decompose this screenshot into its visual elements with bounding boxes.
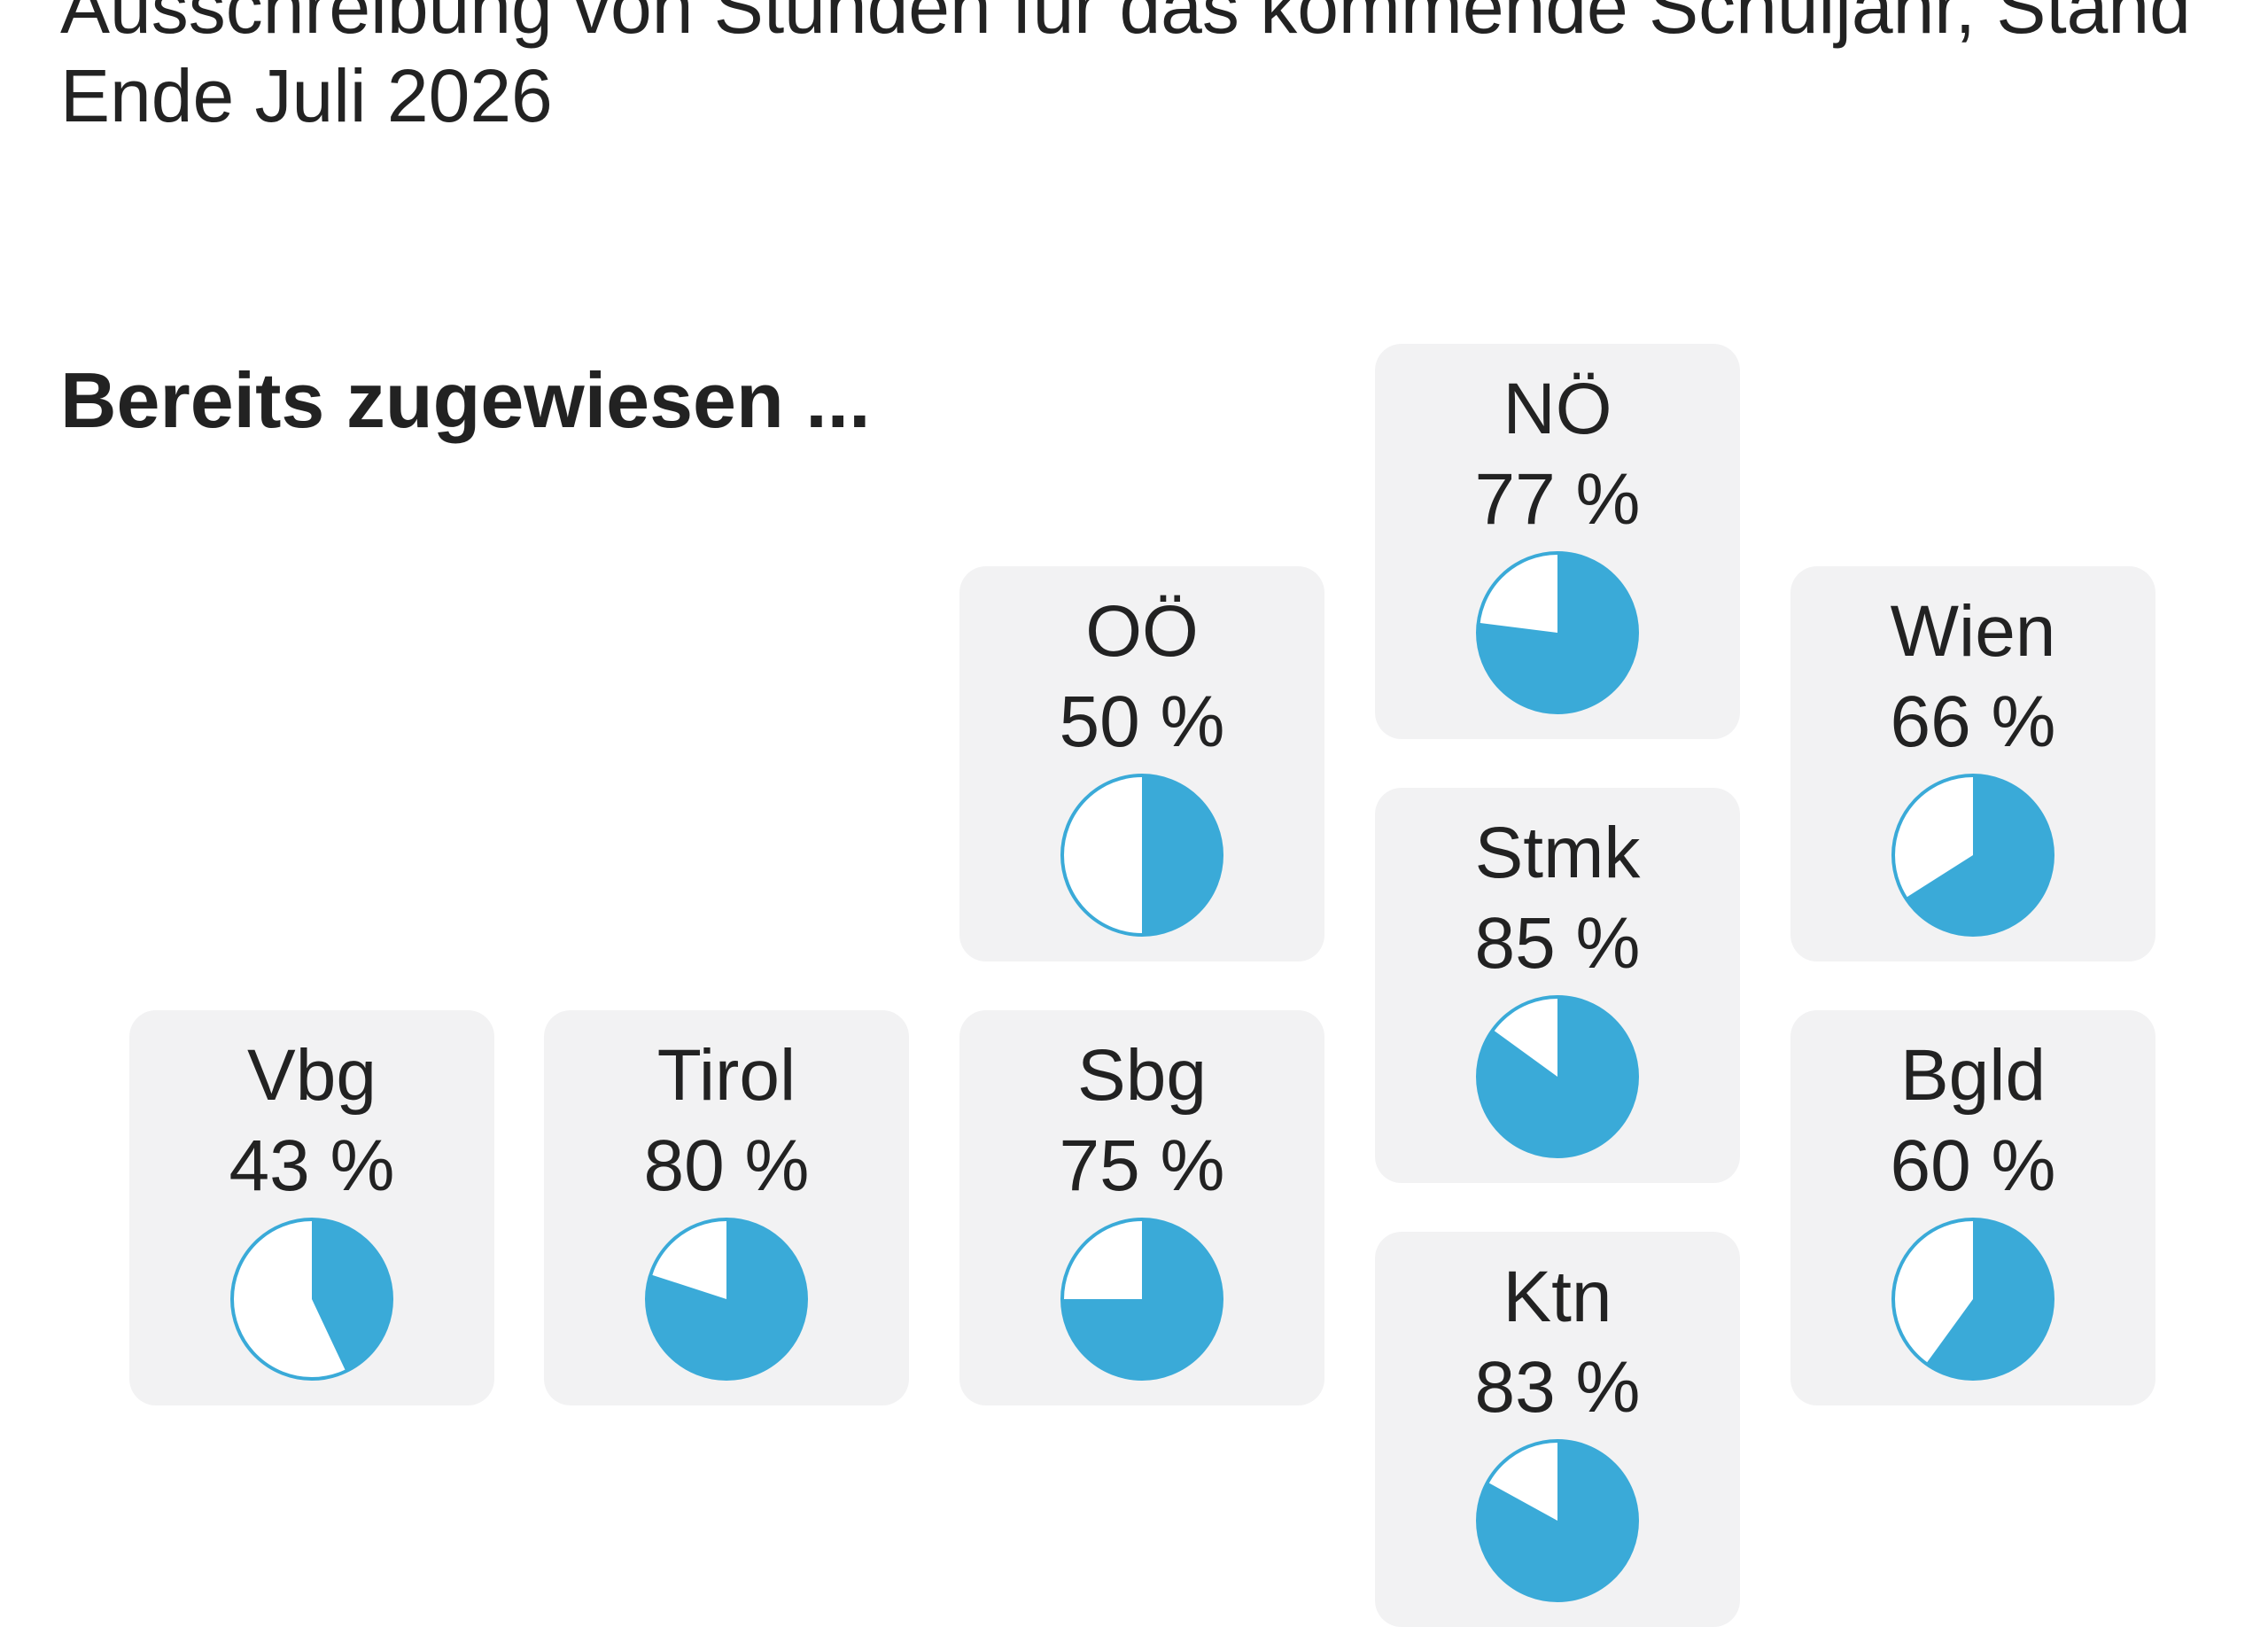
region-card-bgld: Bgld 60 % (1790, 1010, 2155, 1405)
pie-outline (645, 1218, 808, 1381)
pie-outline (1476, 995, 1639, 1158)
region-name: Sbg (1077, 1035, 1207, 1116)
pie-value-slice (1142, 775, 1222, 935)
region-card-noe: NÖ 77 % (1375, 344, 1740, 739)
pie-outline (1891, 1218, 2054, 1381)
chart-title: Ausschreibung von Stunden für das kommen… (60, 0, 2191, 137)
pie-chart-vbg (230, 1218, 393, 1381)
section-label: Bereits zugewiesen ... (60, 356, 871, 444)
region-name: Tirol (656, 1035, 796, 1116)
region-percent: 85 % (1474, 903, 1641, 984)
region-percent: 83 % (1474, 1347, 1641, 1428)
pie-value-slice (646, 1219, 806, 1379)
region-card-ktn: Ktn 83 % (1375, 1232, 1740, 1627)
pie-value-slice (312, 1219, 392, 1372)
pie-chart-wien (1891, 774, 2054, 937)
pie-value-slice (1062, 1219, 1222, 1379)
pie-chart-ooe (1060, 774, 1223, 937)
region-card-sbg: Sbg 75 % (959, 1010, 1324, 1405)
pie-outline (1891, 774, 2054, 937)
region-card-wien: Wien 66 % (1790, 566, 2155, 961)
region-card-vbg: Vbg 43 % (129, 1010, 494, 1405)
pie-chart-tirol (645, 1218, 808, 1381)
region-card-tirol: Tirol 80 % (544, 1010, 909, 1405)
pie-value-slice (1926, 1219, 2054, 1379)
region-card-ooe: OÖ 50 % (959, 566, 1324, 961)
pie-chart-ktn (1476, 1439, 1639, 1602)
pie-outline (1060, 1218, 1223, 1381)
region-name: Stmk (1474, 813, 1641, 893)
region-card-stmk: Stmk 85 % (1375, 788, 1740, 1183)
region-name: OÖ (1085, 591, 1199, 672)
region-percent: 80 % (643, 1125, 810, 1206)
region-percent: 60 % (1890, 1125, 2056, 1206)
pie-value-slice (1906, 775, 2054, 935)
pie-value-slice (1478, 553, 1638, 712)
pie-chart-noe (1476, 551, 1639, 714)
region-percent: 75 % (1059, 1125, 1225, 1206)
pie-chart-stmk (1476, 995, 1639, 1158)
region-name: Bgld (1899, 1035, 2047, 1116)
region-name: Wien (1890, 591, 2056, 672)
pie-outline (1060, 774, 1223, 937)
pie-outline (230, 1218, 393, 1381)
pie-value-slice (1478, 997, 1638, 1156)
region-name: NÖ (1503, 369, 1612, 449)
region-percent: 50 % (1059, 681, 1225, 762)
pie-chart-sbg (1060, 1218, 1223, 1381)
region-percent: 77 % (1474, 459, 1641, 540)
pie-outline (1476, 551, 1639, 714)
region-name: Vbg (247, 1035, 377, 1116)
region-percent: 66 % (1890, 681, 2056, 762)
region-percent: 43 % (229, 1125, 395, 1206)
pie-chart-bgld (1891, 1218, 2054, 1381)
region-name: Ktn (1503, 1257, 1612, 1337)
